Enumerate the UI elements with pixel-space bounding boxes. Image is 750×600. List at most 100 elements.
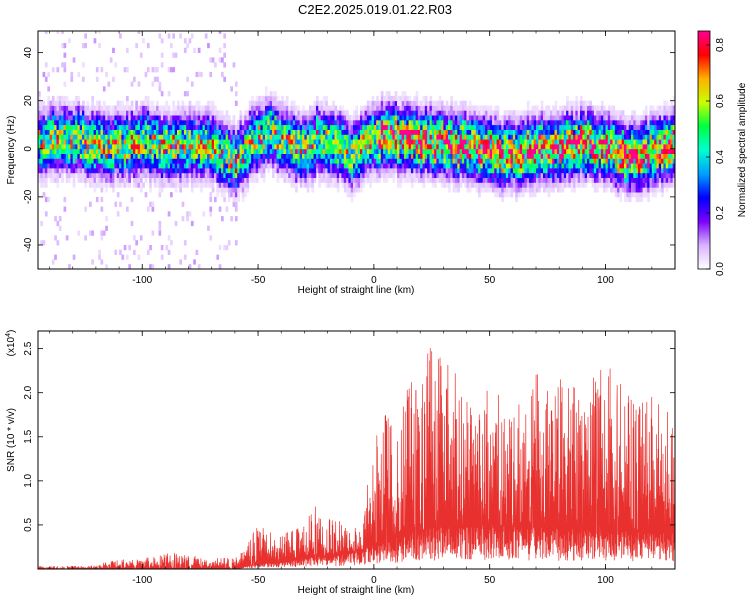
spectrogram-cell: [265, 153, 268, 159]
spectrogram-cell: [441, 182, 444, 188]
spectrogram-cell: [545, 134, 548, 140]
spectrogram-cell: [128, 124, 131, 130]
spectrogram-cell: [624, 134, 627, 140]
spectrogram-cell: [234, 187, 238, 193]
spectrogram-cell: [475, 110, 479, 116]
spectrogram-cell: [556, 144, 560, 150]
spectrogram-cell: [373, 124, 377, 130]
spectrogram-cell: [204, 129, 208, 135]
spectrogram-cell: [139, 100, 143, 106]
spectrogram-cell: [376, 177, 379, 183]
spectrogram-cell: [431, 110, 435, 116]
spectrogram-cell: [452, 163, 456, 169]
spectrogram-cell: [207, 129, 210, 135]
spectrogram-cell: [526, 115, 530, 121]
spectrogram-cell: [65, 158, 69, 164]
spectrogram-cell: [221, 144, 224, 150]
spectrogram-cell: [510, 115, 514, 121]
spectrogram-cell: [547, 105, 551, 111]
spectrogram-cell: [295, 110, 298, 116]
spectrogram-cell: [600, 177, 604, 183]
spectrogram-cell: [538, 115, 541, 121]
spectrogram-cell: [452, 134, 456, 140]
spectrogram-cell: [445, 115, 449, 121]
spectrogram-cell: [274, 158, 277, 164]
spectrogram-cell: [452, 144, 456, 150]
spectrogram-cell: [126, 182, 129, 188]
spectrogram-cell: [350, 124, 354, 130]
spectrogram-cell: [420, 139, 423, 145]
spectrogram-cell: [225, 115, 229, 121]
spectrogram-cell: [84, 144, 87, 150]
spectrogram-cell: [651, 105, 655, 111]
spectrogram-cell: [401, 124, 405, 130]
spectrogram-cell: [591, 182, 595, 188]
spectrogram-cell: [304, 177, 308, 183]
spectrogram-cell: [309, 158, 312, 164]
spectrogram-cell: [297, 110, 301, 116]
spectrogram-cell: [427, 119, 430, 126]
spectrogram-cell: [297, 139, 301, 145]
spectrogram-cell: [549, 153, 553, 159]
spectrogram-cell: [343, 119, 347, 126]
spectrogram-cell: [177, 153, 180, 159]
spectrogram-cell: [346, 144, 349, 150]
spectrogram-cell: [568, 172, 572, 178]
spectrogram-cell: [221, 172, 224, 178]
spectrogram-cell: [647, 148, 650, 154]
spectrogram-cell: [424, 177, 428, 183]
spectrogram-cell: [47, 71, 50, 78]
spectrogram-cell: [79, 153, 83, 159]
spectrogram-cell: [438, 148, 442, 154]
spectrogram-cell: [68, 119, 71, 126]
spectrogram-cell: [241, 187, 245, 193]
spectrogram-cell: [644, 148, 648, 154]
spectrogram-cell: [378, 100, 382, 106]
spectrogram-cell: [241, 163, 245, 169]
spectrogram-cell: [404, 177, 407, 183]
spectrogram-cell: [471, 158, 474, 164]
spectrogram-cell: [443, 168, 447, 174]
spectrogram-cell: [373, 172, 377, 178]
spectrogram-cell: [149, 139, 152, 145]
spectrogram-cell: [186, 153, 189, 159]
spectrogram-cell: [56, 163, 60, 169]
spectrogram-cell: [332, 158, 335, 164]
spectrogram-cell: [526, 119, 530, 126]
spectrogram-cell: [628, 148, 632, 154]
spectrogram-cell: [107, 163, 111, 169]
spectrogram-cell: [496, 168, 500, 174]
spectrogram-cell: [408, 153, 412, 159]
spectrogram-cell: [385, 172, 389, 178]
spectrogram-cell: [306, 158, 310, 164]
spectrogram-cell: [559, 105, 562, 111]
spectrogram-cell: [656, 153, 660, 159]
spectrogram-cell: [390, 168, 393, 174]
spectrogram-cell: [54, 177, 57, 183]
spectrogram-cell: [431, 182, 435, 188]
spectrogram-cell: [100, 158, 104, 164]
spectrogram-cell: [417, 100, 421, 106]
spectrogram-cell: [44, 211, 48, 217]
spectrogram-cell: [95, 100, 99, 106]
spectrogram-cell: [649, 139, 653, 145]
spectrogram-cell: [346, 110, 349, 116]
spectrogram-cell: [410, 163, 414, 169]
spectrogram-cell: [153, 144, 157, 150]
spectrogram-cell: [633, 177, 636, 183]
spectrogram-cell: [70, 153, 74, 159]
spectrogram-cell: [98, 163, 101, 169]
spectrogram-cell: [429, 177, 433, 183]
spectrogram-cell: [556, 119, 560, 126]
spectrogram-cell: [519, 163, 523, 169]
spectrogram-cell: [114, 168, 118, 174]
spectrogram-cell: [545, 172, 548, 178]
spectrogram-cell: [186, 134, 189, 140]
spectrogram-cell: [262, 115, 266, 121]
spectrogram-cell: [123, 163, 127, 169]
spectrogram-cell: [656, 177, 660, 183]
spectrogram-cell: [410, 168, 414, 174]
spectrogram-cell: [642, 168, 646, 174]
spectrogram-cell: [281, 163, 284, 169]
spectrogram-cell: [554, 172, 558, 178]
